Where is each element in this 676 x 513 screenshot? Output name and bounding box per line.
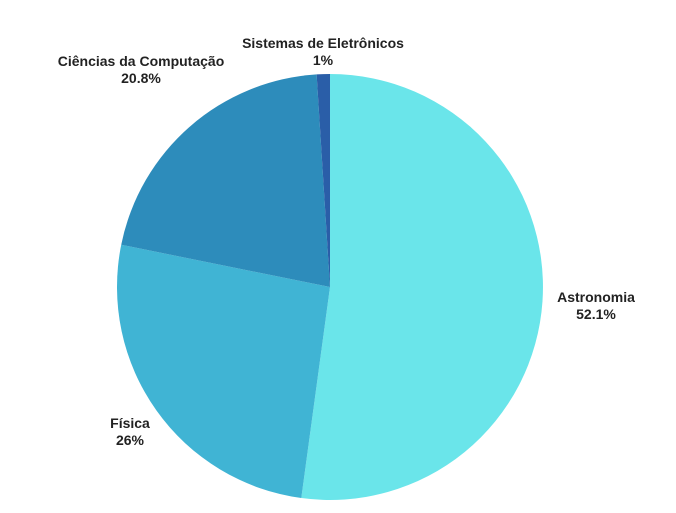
slice-label-0: Astronomia <box>557 289 635 305</box>
slice-label-3: Sistemas de Eletrônicos <box>242 35 404 51</box>
pie-slice-3 <box>316 73 330 287</box>
pie-slices <box>116 73 543 501</box>
slice-label-2: Ciências da Computação <box>58 53 225 69</box>
slice-value-label-3: 1% <box>313 52 334 68</box>
pie-slice-2 <box>121 74 330 287</box>
slice-label-1: Física <box>110 415 150 431</box>
pie-slice-0 <box>301 74 543 501</box>
pie-slice-1 <box>116 244 331 499</box>
slice-value-label-1: 26% <box>116 432 145 448</box>
slice-value-label-2: 20.8% <box>121 70 161 86</box>
slice-value-label-0: 52.1% <box>576 306 616 322</box>
